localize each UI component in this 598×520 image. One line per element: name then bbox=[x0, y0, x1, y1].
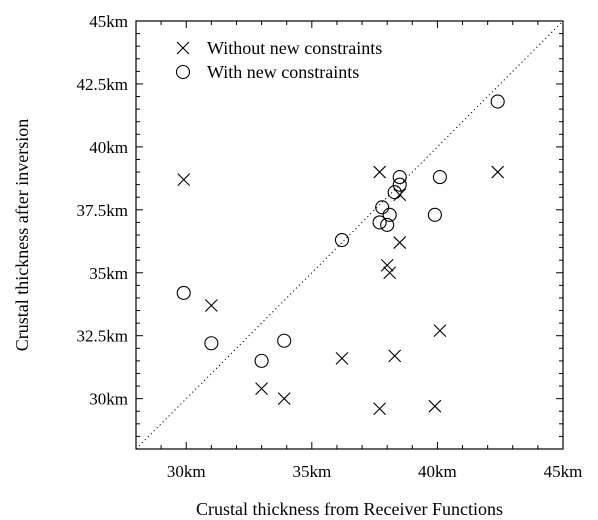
data-point-with-constraints bbox=[432, 170, 447, 185]
legend-label: Without new constraints bbox=[207, 38, 382, 58]
data-point-with-constraints bbox=[372, 215, 387, 230]
y-tick-label: 35km bbox=[89, 264, 128, 283]
data-point-without-constraints bbox=[373, 165, 387, 179]
data-point-without-constraints bbox=[177, 173, 191, 187]
identity-line bbox=[135, 20, 564, 450]
data-point-without-constraints bbox=[433, 324, 447, 338]
data-point-without-constraints bbox=[383, 266, 397, 280]
cross-stroke bbox=[255, 382, 268, 395]
data-point-with-constraints bbox=[392, 177, 407, 192]
data-point-with-constraints bbox=[204, 336, 219, 351]
plot-frame bbox=[135, 20, 564, 450]
x-axis-label: Crustal thickness from Receiver Function… bbox=[196, 499, 503, 519]
data-point-without-constraints bbox=[388, 349, 402, 363]
y-tick-label: 42.5km bbox=[77, 75, 128, 94]
tick-labels-layer: 30km 35km 40km 45km 30km 32.5km 35km 37.5km 40km… bbox=[77, 12, 583, 481]
data-points-layer bbox=[176, 94, 505, 416]
data-point-with-constraints bbox=[382, 207, 397, 222]
data-point-without-constraints bbox=[335, 351, 349, 365]
data-point-without-constraints bbox=[491, 165, 505, 179]
cross-stroke bbox=[177, 173, 191, 187]
cross-stroke bbox=[176, 41, 190, 55]
data-point-without-constraints bbox=[204, 299, 218, 312]
data-point-without-constraints bbox=[380, 258, 394, 272]
legend-label: With new constraints bbox=[207, 62, 359, 82]
cross-stroke bbox=[373, 165, 387, 179]
legend-circle-marker bbox=[175, 64, 191, 80]
cross-stroke bbox=[433, 324, 447, 338]
y-tick-label: 40km bbox=[89, 138, 128, 157]
data-point-without-constraints bbox=[428, 399, 442, 413]
y-tick-label: 45km bbox=[89, 12, 128, 31]
cross-stroke bbox=[277, 392, 291, 406]
data-point-without-constraints bbox=[255, 382, 268, 395]
data-point-with-constraints bbox=[387, 185, 402, 200]
y-axis-label: Crustal thickness after inversion bbox=[12, 119, 32, 351]
data-point-with-constraints bbox=[334, 232, 350, 248]
cross-stroke bbox=[373, 402, 387, 416]
cross-stroke bbox=[393, 236, 407, 249]
data-point-with-constraints bbox=[380, 217, 395, 232]
x-tick-label: 40km bbox=[418, 462, 457, 481]
cross-stroke bbox=[204, 299, 218, 312]
x-tick-label: 45km bbox=[544, 462, 583, 481]
data-point-with-constraints bbox=[490, 94, 505, 109]
cross-stroke bbox=[491, 165, 505, 179]
data-point-without-constraints bbox=[373, 402, 387, 416]
cross-stroke bbox=[380, 258, 394, 272]
y-tick-label: 32.5km bbox=[77, 327, 128, 346]
legend: Without new constraints With new constrai… bbox=[175, 38, 382, 82]
tick-marks-layer bbox=[135, 20, 564, 450]
legend-cross-marker bbox=[176, 41, 190, 55]
data-point-without-constraints bbox=[277, 392, 291, 406]
data-point-with-constraints bbox=[375, 200, 390, 215]
x-tick-label: 30km bbox=[167, 462, 206, 481]
x-tick-label: 35km bbox=[292, 462, 331, 481]
cross-stroke bbox=[388, 349, 402, 363]
data-point-with-constraints bbox=[392, 170, 407, 185]
data-point-with-constraints bbox=[427, 207, 442, 222]
reference-line-layer bbox=[135, 20, 564, 450]
data-point-with-constraints bbox=[277, 333, 292, 348]
cross-stroke bbox=[335, 351, 349, 365]
cross-stroke bbox=[428, 399, 442, 413]
cross-stroke bbox=[383, 266, 397, 280]
data-point-with-constraints bbox=[254, 353, 269, 368]
y-tick-label: 30km bbox=[89, 390, 128, 409]
data-point-without-constraints bbox=[393, 236, 407, 249]
data-point-with-constraints bbox=[176, 285, 191, 300]
y-tick-label: 37.5km bbox=[77, 201, 128, 220]
